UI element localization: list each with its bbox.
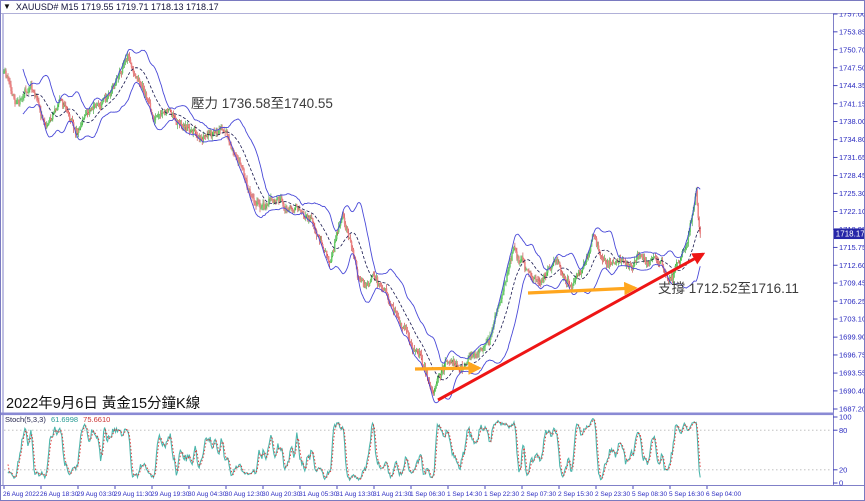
stochastic-d-line xyxy=(7,418,701,480)
chart-dropdown-icon[interactable]: ▼ xyxy=(3,2,11,11)
time-tick-label: 26 Aug 2022 xyxy=(3,491,40,498)
current-price-tag xyxy=(834,228,864,240)
time-tick-label: 5 Sep 08:30 xyxy=(632,491,667,498)
price-tick-label: 1738.00 xyxy=(839,117,864,126)
candles-down-wicks xyxy=(5,52,701,396)
time-tick-label: 31 Aug 21:30 xyxy=(373,491,412,498)
price-tick-label: 1734.80 xyxy=(839,135,864,144)
time-tick-label: 30 Aug 04:30 xyxy=(188,491,227,498)
price-tick-label: 1722.10 xyxy=(839,207,864,216)
price-tick-label: 1687.20 xyxy=(839,405,864,414)
support-annotation: 支撐 1712.52至1716.11 xyxy=(658,281,799,296)
price-tick-label: 1757.00 xyxy=(839,10,864,19)
time-tick-label: 31 Aug 05:30 xyxy=(299,491,338,498)
price-tick-label: 1747.50 xyxy=(839,63,864,72)
price-tick-label: 1706.25 xyxy=(839,297,864,306)
time-tick-label: 30 Aug 20:30 xyxy=(262,491,301,498)
resistance-annotation: 壓力 1736.58至1740.55 xyxy=(191,96,333,111)
price-tick-label: 1690.40 xyxy=(839,386,864,395)
price-tick-label: 1703.10 xyxy=(839,315,864,324)
stoch-tick-label: 0 xyxy=(839,479,843,488)
time-tick-label: 30 Aug 12:30 xyxy=(225,491,264,498)
bollinger-upper-band[interactable] xyxy=(22,48,701,364)
price-tick-label: 1699.90 xyxy=(839,333,864,342)
stochastic-k-value: 61.6998 xyxy=(50,414,79,424)
indicator-window-separator[interactable] xyxy=(1,412,834,416)
time-tick-label: 31 Aug 13:30 xyxy=(336,491,375,498)
time-tick-label: 2 Sep 23:30 xyxy=(595,491,630,498)
time-tick-label: 29 Aug 03:30 xyxy=(77,491,116,498)
price-tick-label: 1715.75 xyxy=(839,243,864,252)
price-tick-label: 1693.55 xyxy=(839,369,864,378)
stochastic-k-line xyxy=(7,418,701,482)
time-tick-label: 1 Sep 14:30 xyxy=(447,491,482,498)
stochastic-d-value: 75.6610 xyxy=(83,414,111,424)
current-price-tag-label: 1718.17 xyxy=(836,230,864,239)
candles-down-bodies xyxy=(5,55,701,394)
candles-up-wicks xyxy=(3,51,697,396)
time-tick-label: 2 Sep 07:30 xyxy=(521,491,556,498)
price-tick-label: 1709.45 xyxy=(839,279,864,288)
price-tick-label: 1753.85 xyxy=(839,27,864,36)
price-tick-label: 1725.30 xyxy=(839,189,864,198)
stochastic-indicator-label: Stoch(5,3,3) 61.6998 75.6610 xyxy=(5,415,110,424)
time-tick-label: 29 Aug 11:30 xyxy=(114,491,152,498)
price-tick-label: 1744.35 xyxy=(839,81,864,90)
bollinger-middle-band[interactable] xyxy=(22,67,701,381)
bollinger-lower-band[interactable] xyxy=(22,81,701,404)
orange-arrow-2[interactable] xyxy=(527,281,638,296)
stoch-tick-label: 100 xyxy=(839,413,852,422)
stoch-tick-label: 20 xyxy=(839,465,847,474)
price-tick-label: 1712.60 xyxy=(839,261,864,270)
support-trendline-arrow[interactable] xyxy=(437,252,706,402)
time-tick-label: 6 Sep 04:00 xyxy=(706,491,741,498)
price-tick-label: 1741.15 xyxy=(839,99,864,108)
time-tick-label: 1 Sep 06:30 xyxy=(410,491,445,498)
price-tick-label: 1728.45 xyxy=(839,171,864,180)
stochastic-name: Stoch(5,3,3) xyxy=(5,414,46,424)
time-tick-label: 1 Sep 22:30 xyxy=(484,491,519,498)
price-tick-label: 1731.65 xyxy=(839,153,864,162)
chart-date-label: 2022年9月6日 黃金15分鐘K線 xyxy=(6,396,201,412)
time-tick-label: 26 Aug 18:30 xyxy=(40,491,79,498)
time-tick-label: 2 Sep 15:30 xyxy=(558,491,593,498)
time-tick-label: 5 Sep 16:30 xyxy=(669,491,704,498)
price-tick-label: 1750.70 xyxy=(839,45,864,54)
symbol-ohlc-info: XAUUSD# M15 1719.55 1719.71 1718.13 1718… xyxy=(15,2,219,12)
orange-arrow-1[interactable] xyxy=(414,361,482,375)
price-tick-label: 1696.75 xyxy=(839,351,864,360)
candles-up-bodies xyxy=(3,55,697,394)
chart-title-bar: ▼ XAUUSD# M15 1719.55 1719.71 1718.13 17… xyxy=(1,1,864,13)
time-tick-label: 29 Aug 19:30 xyxy=(151,491,190,498)
stoch-tick-label: 80 xyxy=(839,426,847,435)
